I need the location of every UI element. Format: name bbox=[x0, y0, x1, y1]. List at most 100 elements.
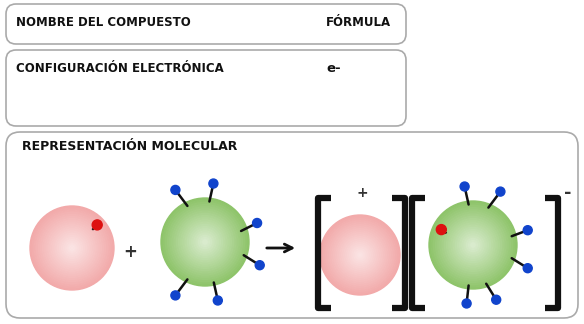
Circle shape bbox=[176, 214, 234, 271]
Text: e-: e- bbox=[326, 62, 340, 75]
Circle shape bbox=[350, 245, 370, 265]
Circle shape bbox=[447, 219, 499, 272]
Circle shape bbox=[356, 251, 364, 259]
Text: +: + bbox=[356, 186, 368, 200]
Circle shape bbox=[440, 212, 506, 278]
Circle shape bbox=[348, 243, 372, 267]
Circle shape bbox=[40, 216, 103, 280]
Text: CONFIGURACIÓN ELECTRÓNICA: CONFIGURACIÓN ELECTRÓNICA bbox=[16, 62, 224, 75]
Circle shape bbox=[334, 229, 386, 281]
Circle shape bbox=[57, 233, 86, 263]
Circle shape bbox=[462, 234, 484, 256]
Circle shape bbox=[55, 231, 89, 265]
Circle shape bbox=[460, 182, 469, 191]
Circle shape bbox=[340, 235, 380, 275]
FancyBboxPatch shape bbox=[6, 50, 406, 126]
Circle shape bbox=[358, 253, 362, 257]
Circle shape bbox=[199, 236, 211, 249]
Circle shape bbox=[462, 299, 471, 308]
Circle shape bbox=[53, 229, 91, 267]
Circle shape bbox=[60, 236, 85, 260]
Circle shape bbox=[453, 225, 493, 265]
Circle shape bbox=[209, 179, 218, 188]
Circle shape bbox=[45, 221, 99, 275]
Circle shape bbox=[352, 247, 368, 263]
Circle shape bbox=[92, 220, 102, 230]
Text: REPRESENTACIÓN MOLECULAR: REPRESENTACIÓN MOLECULAR bbox=[22, 140, 237, 153]
Circle shape bbox=[346, 241, 374, 269]
Circle shape bbox=[179, 215, 231, 268]
Circle shape bbox=[468, 241, 477, 249]
Circle shape bbox=[51, 227, 93, 269]
Circle shape bbox=[464, 236, 482, 254]
Circle shape bbox=[438, 210, 508, 280]
Circle shape bbox=[49, 225, 95, 271]
Text: -: - bbox=[564, 184, 572, 202]
Circle shape bbox=[30, 206, 114, 290]
Circle shape bbox=[342, 237, 378, 273]
Circle shape bbox=[68, 244, 76, 252]
Circle shape bbox=[336, 231, 384, 279]
Circle shape bbox=[449, 221, 497, 269]
Text: +: + bbox=[123, 243, 137, 261]
FancyBboxPatch shape bbox=[6, 132, 578, 318]
Circle shape bbox=[196, 233, 214, 251]
Circle shape bbox=[174, 211, 236, 273]
Circle shape bbox=[203, 240, 207, 244]
Circle shape bbox=[185, 222, 225, 262]
Circle shape bbox=[170, 207, 240, 277]
Circle shape bbox=[330, 225, 390, 285]
Circle shape bbox=[47, 223, 97, 273]
Circle shape bbox=[458, 230, 488, 260]
Circle shape bbox=[171, 185, 180, 194]
Circle shape bbox=[444, 216, 502, 273]
Circle shape bbox=[338, 233, 382, 277]
Circle shape bbox=[354, 249, 366, 261]
Circle shape bbox=[442, 214, 504, 276]
Text: FÓRMULA: FÓRMULA bbox=[326, 16, 391, 29]
Text: NOMBRE DEL COMPUESTO: NOMBRE DEL COMPUESTO bbox=[16, 16, 191, 29]
Circle shape bbox=[344, 239, 376, 271]
Circle shape bbox=[496, 187, 505, 196]
Circle shape bbox=[200, 237, 210, 246]
Circle shape bbox=[471, 243, 475, 247]
Circle shape bbox=[213, 296, 223, 305]
Circle shape bbox=[64, 240, 81, 256]
Circle shape bbox=[429, 201, 517, 289]
Circle shape bbox=[324, 219, 396, 291]
Circle shape bbox=[332, 227, 388, 283]
Circle shape bbox=[451, 223, 495, 267]
Circle shape bbox=[65, 242, 78, 254]
Circle shape bbox=[433, 205, 513, 284]
Circle shape bbox=[172, 209, 238, 275]
Circle shape bbox=[181, 218, 229, 266]
Circle shape bbox=[161, 198, 249, 286]
Circle shape bbox=[36, 212, 107, 284]
Circle shape bbox=[168, 204, 242, 279]
Circle shape bbox=[436, 225, 446, 235]
Circle shape bbox=[39, 214, 106, 282]
Circle shape bbox=[320, 215, 400, 295]
Circle shape bbox=[252, 218, 262, 227]
Circle shape bbox=[328, 223, 392, 287]
Circle shape bbox=[326, 221, 394, 289]
Circle shape bbox=[190, 226, 220, 257]
Circle shape bbox=[163, 200, 247, 284]
Circle shape bbox=[165, 202, 245, 282]
Circle shape bbox=[32, 208, 112, 288]
Circle shape bbox=[34, 210, 110, 286]
Circle shape bbox=[492, 295, 500, 304]
Circle shape bbox=[43, 219, 102, 277]
Circle shape bbox=[467, 238, 479, 252]
Circle shape bbox=[460, 232, 486, 258]
FancyBboxPatch shape bbox=[6, 4, 406, 44]
Circle shape bbox=[61, 237, 82, 259]
Circle shape bbox=[183, 220, 227, 264]
Circle shape bbox=[187, 225, 223, 260]
Circle shape bbox=[194, 231, 216, 253]
Circle shape bbox=[431, 203, 515, 287]
Circle shape bbox=[456, 227, 491, 262]
Circle shape bbox=[171, 291, 180, 300]
Circle shape bbox=[192, 229, 218, 255]
Circle shape bbox=[322, 217, 398, 293]
